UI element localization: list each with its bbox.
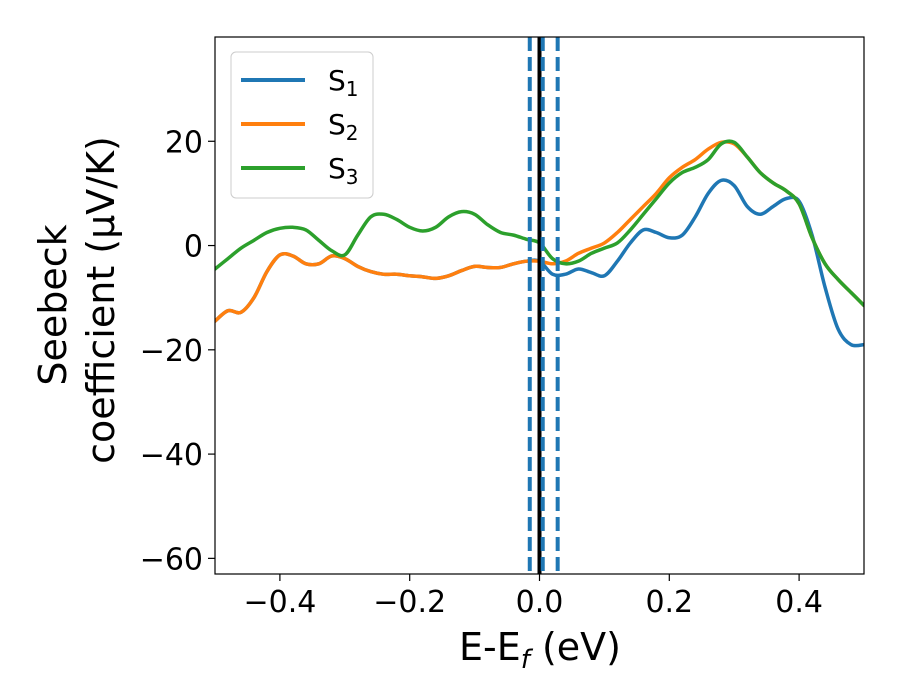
x-tick-label: −0.4 [243,585,316,620]
x-axis-label: E-Ef (eV) [459,625,621,675]
y-tick-label: 0 [184,230,203,265]
x-axis-label-suffix: (eV) [530,625,621,669]
x-axis-label-base: E-E [459,625,521,669]
x-tick-label: 0.4 [775,585,823,620]
legend-label-s2: S2 [328,108,359,145]
legend: S1 S2 S3 [230,51,374,199]
y-tick-label: −60 [140,542,203,577]
y-tick-label: −20 [140,334,203,369]
legend-label-s3: S3 [328,152,359,189]
y-tick-label: 20 [165,125,203,160]
y-axis-label-line1: Seebeck [31,224,75,385]
x-axis: −0.4 −0.2 0.0 0.2 0.4 [243,574,823,620]
legend-label-s1: S1 [328,64,359,101]
x-tick-label: 0.0 [516,585,564,620]
y-axis: −60 −40 −20 0 20 [140,125,215,577]
y-axis-label: Seebeck coefficient (μV/K) [31,136,123,464]
vline-layer [527,37,560,574]
y-axis-label-line2: coefficient (μV/K) [79,136,123,464]
x-tick-label: −0.2 [373,585,446,620]
y-tick-label: −40 [140,438,203,473]
x-tick-label: 0.2 [645,585,693,620]
